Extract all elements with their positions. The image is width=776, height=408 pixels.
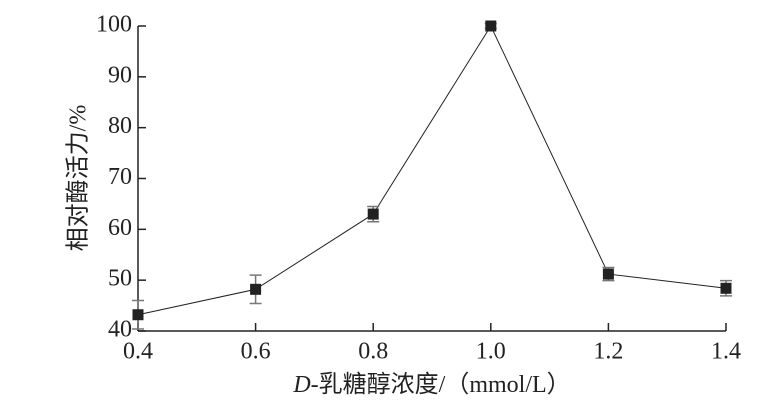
y-axis-label: 相对酶活力/% (65, 105, 92, 252)
marker (132, 309, 144, 321)
x-axis-label-italic: D (292, 372, 310, 398)
y-tick-label: 50 (108, 266, 132, 292)
y-tick-label: 80 (108, 113, 132, 139)
marker (250, 283, 262, 295)
marker (602, 268, 614, 280)
x-tick-label: 0.8 (358, 339, 388, 365)
line (137, 24, 727, 316)
x-axis-label-rest: -乳糖醇浓度/（mmol/L） (311, 371, 571, 398)
y-tick-label: 60 (108, 215, 132, 241)
y-tick-label: 70 (108, 164, 132, 190)
y-tick-label: 40 (108, 317, 132, 343)
marker (485, 20, 497, 32)
x-tick-label: 1.0 (476, 339, 506, 365)
marker (367, 208, 379, 220)
y-tick-label: 100 (96, 12, 132, 38)
x-axis-label: D-乳糖醇浓度/（mmol/L） (292, 371, 570, 398)
y-tick-label: 90 (108, 62, 132, 88)
x-tick-label: 1.2 (593, 339, 623, 365)
x-tick-label: 0.4 (123, 339, 153, 365)
marker (720, 282, 732, 294)
x-tick-label: 1.4 (711, 339, 741, 365)
x-tick-label: 0.6 (241, 339, 271, 365)
